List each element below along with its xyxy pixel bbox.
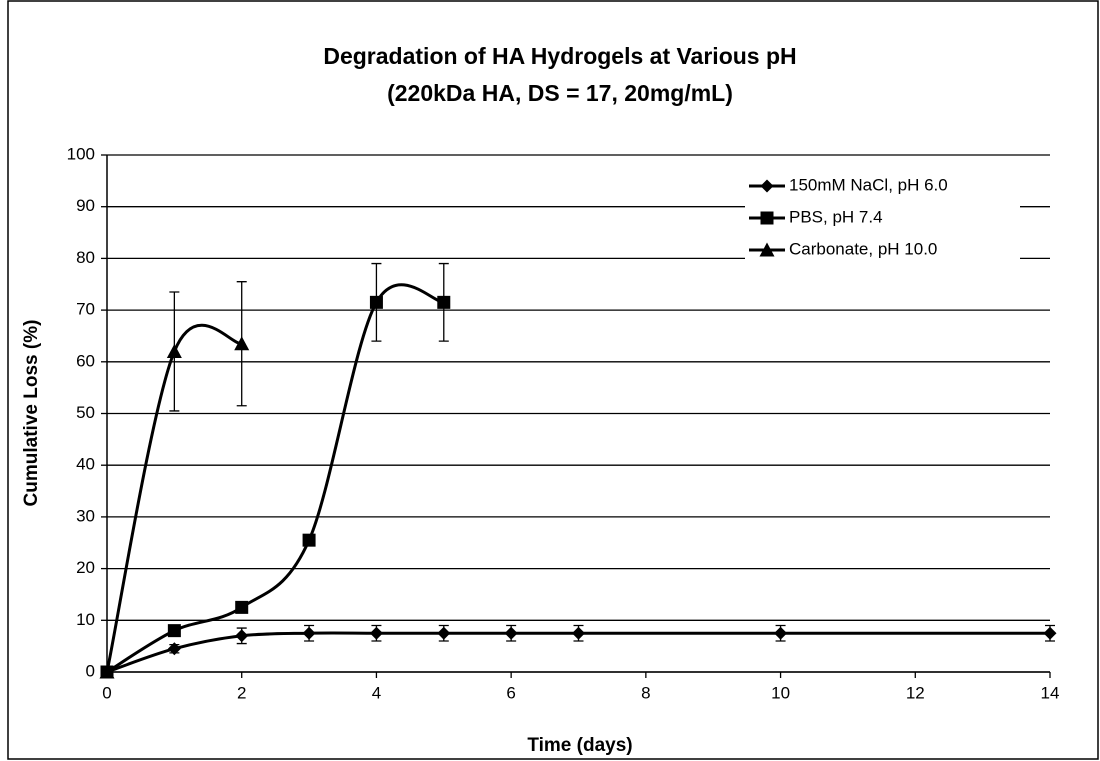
marker <box>369 626 383 640</box>
x-tick-label: 2 <box>237 683 246 702</box>
x-tick-label: 12 <box>906 683 925 702</box>
marker <box>759 242 775 257</box>
marker <box>760 179 774 193</box>
y-tick-label: 80 <box>76 248 95 267</box>
chart-subtitle: (220kDa HA, DS = 17, 20mg/mL) <box>387 80 733 106</box>
y-tick-label: 20 <box>76 558 95 577</box>
legend-label: Carbonate, pH 10.0 <box>789 239 937 258</box>
marker <box>166 343 182 358</box>
marker <box>235 629 249 643</box>
legend-label: PBS, pH 7.4 <box>789 207 883 226</box>
marker <box>504 626 518 640</box>
y-axis-label: Cumulative Loss (%) <box>21 320 42 507</box>
y-tick-label: 50 <box>76 403 95 422</box>
legend-box <box>745 170 1020 268</box>
marker <box>437 295 451 309</box>
marker <box>1043 626 1057 640</box>
marker <box>234 336 250 351</box>
x-tick-label: 10 <box>771 683 790 702</box>
y-tick-label: 100 <box>67 144 95 163</box>
chart-title: Degradation of HA Hydrogels at Various p… <box>323 43 796 69</box>
marker <box>99 664 115 679</box>
y-tick-label: 30 <box>76 506 95 525</box>
y-tick-label: 70 <box>76 300 95 319</box>
marker <box>302 533 316 547</box>
x-tick-label: 14 <box>1041 683 1060 702</box>
x-axis-label: Time (days) <box>527 735 632 756</box>
x-tick-label: 0 <box>102 683 111 702</box>
x-tick-label: 6 <box>506 683 515 702</box>
y-tick-label: 10 <box>76 610 95 629</box>
marker <box>774 626 788 640</box>
legend-label: 150mM NaCl, pH 6.0 <box>789 175 948 194</box>
marker <box>572 626 585 640</box>
x-tick-label: 8 <box>641 683 650 702</box>
y-tick-label: 60 <box>76 351 95 370</box>
marker <box>302 626 316 640</box>
marker <box>167 642 181 656</box>
series-line <box>105 323 242 673</box>
y-tick-label: 0 <box>86 661 95 680</box>
marker <box>760 211 774 225</box>
x-tick-label: 4 <box>372 683 381 702</box>
marker <box>437 626 451 640</box>
y-tick-label: 40 <box>76 455 95 474</box>
marker <box>167 624 181 638</box>
y-tick-label: 90 <box>76 196 95 215</box>
marker <box>235 600 249 614</box>
marker <box>369 295 383 309</box>
